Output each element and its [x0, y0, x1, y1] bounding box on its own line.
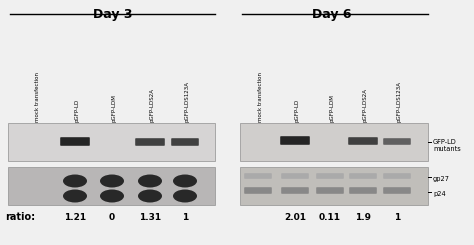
Text: mutants: mutants — [433, 146, 461, 152]
Text: pGFP-LD: pGFP-LD — [75, 99, 80, 122]
Ellipse shape — [63, 174, 87, 187]
FancyBboxPatch shape — [383, 173, 411, 179]
Ellipse shape — [173, 189, 197, 203]
Ellipse shape — [173, 174, 197, 187]
FancyBboxPatch shape — [281, 173, 309, 179]
Text: 1: 1 — [182, 213, 188, 222]
Text: mock transfection: mock transfection — [258, 72, 263, 122]
FancyBboxPatch shape — [171, 138, 199, 146]
Text: ratio:: ratio: — [5, 212, 35, 222]
Text: pGFP-LDS2A: pGFP-LDS2A — [150, 88, 155, 122]
Text: 1.21: 1.21 — [64, 213, 86, 222]
FancyBboxPatch shape — [60, 137, 90, 146]
Text: pGFP-LDM: pGFP-LDM — [330, 94, 335, 122]
FancyBboxPatch shape — [383, 187, 411, 194]
Text: Day 3: Day 3 — [93, 8, 133, 21]
Text: gp27: gp27 — [433, 176, 450, 182]
FancyBboxPatch shape — [348, 137, 378, 145]
Ellipse shape — [138, 189, 162, 203]
Text: pGFP-LDS2A: pGFP-LDS2A — [363, 88, 368, 122]
Bar — [8, 167, 215, 205]
FancyBboxPatch shape — [280, 136, 310, 145]
FancyBboxPatch shape — [281, 187, 309, 194]
Bar — [240, 167, 428, 205]
Text: 1.31: 1.31 — [139, 213, 161, 222]
Ellipse shape — [100, 189, 124, 203]
Bar — [240, 123, 428, 161]
FancyBboxPatch shape — [316, 173, 344, 179]
Text: pGFP-LD: pGFP-LD — [295, 99, 300, 122]
FancyBboxPatch shape — [316, 187, 344, 194]
FancyBboxPatch shape — [135, 138, 165, 146]
FancyBboxPatch shape — [349, 173, 377, 179]
Text: pGFP-LDS123A: pGFP-LDS123A — [185, 81, 190, 122]
Text: pGFP-LDS123A: pGFP-LDS123A — [397, 81, 402, 122]
FancyBboxPatch shape — [349, 187, 377, 194]
Ellipse shape — [63, 189, 87, 203]
Text: 2.01: 2.01 — [284, 213, 306, 222]
Text: p24: p24 — [433, 191, 446, 197]
FancyBboxPatch shape — [244, 173, 272, 179]
Text: pGFP-LDM: pGFP-LDM — [112, 94, 117, 122]
Text: 0: 0 — [109, 213, 115, 222]
Ellipse shape — [138, 174, 162, 187]
Text: 0.11: 0.11 — [319, 213, 341, 222]
FancyBboxPatch shape — [383, 138, 411, 145]
Text: mock transfection: mock transfection — [35, 72, 40, 122]
Text: GFP-LD: GFP-LD — [433, 139, 457, 145]
Bar — [8, 123, 215, 161]
Text: 1: 1 — [394, 213, 400, 222]
Text: 1.9: 1.9 — [355, 213, 371, 222]
Text: Day 6: Day 6 — [312, 8, 352, 21]
FancyBboxPatch shape — [244, 187, 272, 194]
Ellipse shape — [100, 174, 124, 187]
